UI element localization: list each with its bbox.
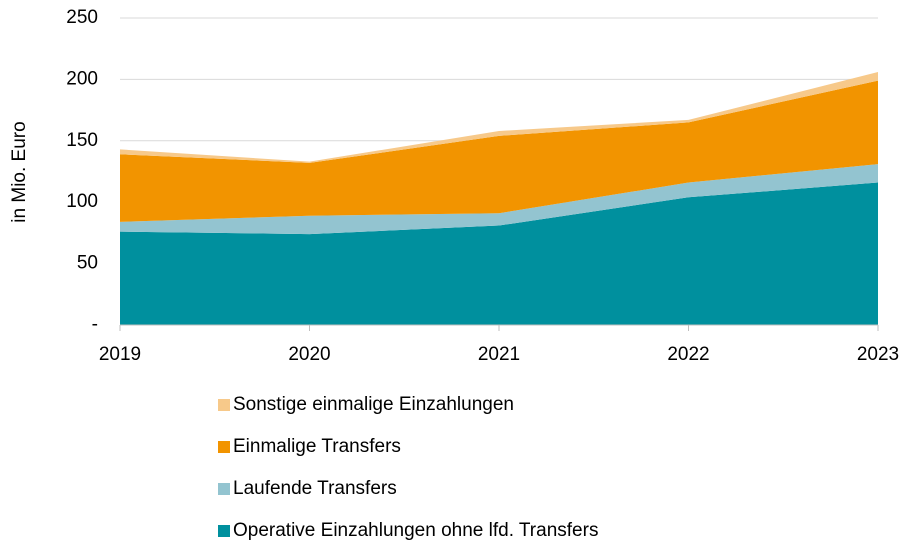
area bbox=[120, 164, 878, 235]
y-axis-label: in Mio. Euro bbox=[9, 121, 30, 222]
y-tick-label: 100 bbox=[66, 191, 98, 212]
x-tick-label: 2023 bbox=[857, 344, 899, 365]
x-tick-label: 2020 bbox=[288, 344, 330, 365]
x-tick-label: 2019 bbox=[99, 344, 141, 365]
legend-label: Operative Einzahlungen ohne lfd. Transfe… bbox=[233, 520, 598, 541]
area bbox=[120, 182, 878, 325]
y-tick-label: - bbox=[92, 314, 98, 335]
x-tick-label: 2022 bbox=[667, 344, 709, 365]
legend-label: Laufende Transfers bbox=[233, 478, 397, 499]
legend-swatch bbox=[218, 399, 230, 411]
y-tick-label: 200 bbox=[66, 68, 98, 89]
legend-swatch bbox=[218, 441, 230, 453]
y-tick-label: 150 bbox=[66, 130, 98, 151]
y-tick-label: 250 bbox=[66, 7, 98, 28]
legend-label: Sonstige einmalige Einzahlungen bbox=[233, 394, 514, 415]
x-tick-label: 2021 bbox=[478, 344, 520, 365]
legend-swatch bbox=[218, 483, 230, 495]
legend-swatch bbox=[218, 525, 230, 537]
area bbox=[120, 80, 878, 222]
y-tick-label: 50 bbox=[77, 253, 98, 274]
legend-label: Einmalige Transfers bbox=[233, 436, 401, 457]
